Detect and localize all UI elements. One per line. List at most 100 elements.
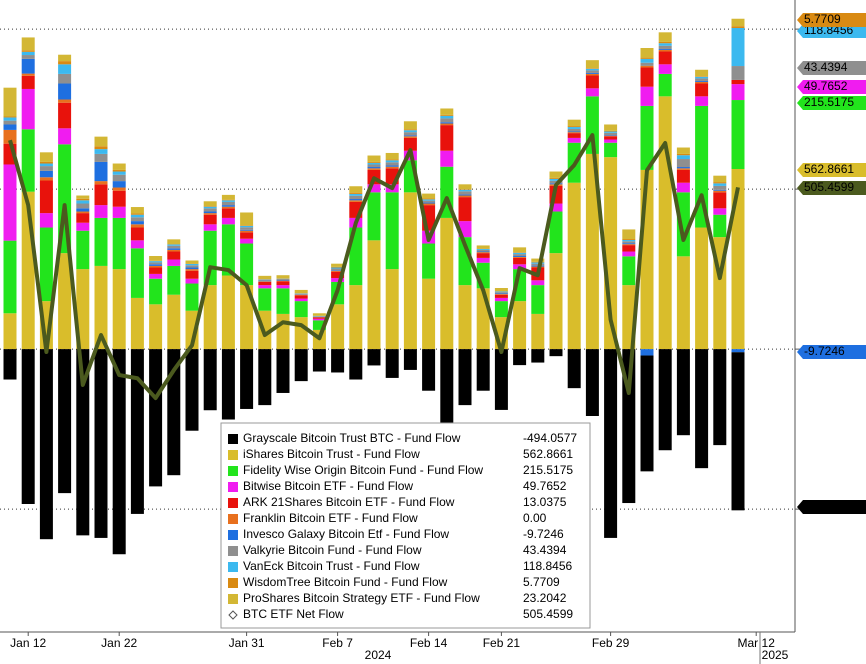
bar-segment xyxy=(240,243,254,286)
bar-segment xyxy=(276,285,290,289)
bar-segment xyxy=(713,192,727,209)
bar-segment xyxy=(658,45,672,49)
bar-segment xyxy=(604,132,618,136)
bar-segment xyxy=(676,159,690,168)
bar-segment xyxy=(167,248,181,250)
bar-segment xyxy=(640,355,654,472)
bar-segment xyxy=(3,164,17,241)
bar-segment xyxy=(494,292,508,294)
bar-segment xyxy=(185,264,199,266)
bar-segment xyxy=(367,164,381,168)
bar-segment xyxy=(203,230,217,286)
bar-segment xyxy=(240,225,254,228)
bar-segment xyxy=(167,245,181,249)
bar-segment xyxy=(658,41,672,44)
bar-segment xyxy=(658,73,672,97)
x-tick-label: Feb 7 xyxy=(322,636,353,650)
bar-segment xyxy=(258,285,272,289)
bar-segment xyxy=(130,297,144,350)
bar-segment xyxy=(422,202,436,204)
bar-segment xyxy=(458,189,472,192)
bar-segment xyxy=(567,137,581,143)
bar-segment xyxy=(458,197,472,222)
bar-segment xyxy=(21,37,35,51)
bar-segment xyxy=(185,265,199,268)
bar-segment xyxy=(585,68,599,71)
bar-segment xyxy=(549,178,563,181)
bar-segment xyxy=(276,349,290,393)
bar-segment xyxy=(294,301,308,318)
bar-segment xyxy=(695,81,709,84)
bar-segment xyxy=(713,182,727,184)
value-box-label: -9.7246 xyxy=(804,344,845,358)
bar-segment xyxy=(513,256,527,257)
bar-segment xyxy=(149,278,163,305)
bar-segment xyxy=(422,243,436,279)
bar-segment xyxy=(476,245,490,249)
bar-segment xyxy=(622,243,636,245)
legend-value: 215.5175 xyxy=(523,463,573,477)
bar-segment xyxy=(422,193,436,199)
bar-segment xyxy=(549,171,563,178)
bar-segment xyxy=(185,267,199,270)
bar-segment xyxy=(221,217,235,225)
bar-segment xyxy=(203,208,217,212)
bar-segment xyxy=(185,349,199,431)
bar-segment xyxy=(149,304,163,350)
bar-segment xyxy=(458,195,472,198)
bar-segment xyxy=(112,169,126,172)
bar-segment xyxy=(3,129,17,144)
bar-segment xyxy=(713,175,727,183)
bar-segment xyxy=(458,285,472,350)
bar-segment xyxy=(58,64,72,74)
bar-segment xyxy=(676,169,690,183)
bar-segment xyxy=(112,190,126,207)
bar-segment xyxy=(585,153,599,350)
bar-segment xyxy=(713,214,727,238)
year-label: 2025 xyxy=(762,648,789,662)
legend-marker xyxy=(228,498,238,508)
bar-segment xyxy=(567,127,581,129)
bar-segment xyxy=(385,152,399,160)
bar-segment xyxy=(349,195,363,200)
bar-segment xyxy=(440,349,454,433)
bar-segment xyxy=(167,244,181,246)
bar-segment xyxy=(695,105,709,228)
bar-segment xyxy=(640,349,654,356)
bar-segment xyxy=(385,269,399,350)
legend-marker xyxy=(228,562,238,572)
bar-segment xyxy=(167,349,181,476)
legend-value: 0.00 xyxy=(523,511,547,525)
bar-segment xyxy=(658,48,672,50)
bar-segment xyxy=(567,182,581,350)
bar-segment xyxy=(112,349,126,555)
bar-segment xyxy=(312,320,326,330)
value-box-label: 49.7652 xyxy=(804,79,848,93)
bar-segment xyxy=(58,61,72,65)
bar-segment xyxy=(76,198,90,201)
bar-segment xyxy=(476,349,490,391)
bar-segment xyxy=(622,241,636,244)
value-box xyxy=(797,24,866,38)
bar-segment xyxy=(167,265,181,295)
bar-segment xyxy=(258,349,272,406)
legend-marker xyxy=(228,482,238,492)
bar-segment xyxy=(403,132,417,136)
bar-segment xyxy=(94,265,108,350)
bar-segment xyxy=(476,252,490,254)
bar-segment xyxy=(112,174,126,182)
legend-value: 562.8661 xyxy=(523,447,573,461)
bar-segment xyxy=(185,270,199,279)
value-box-label: 562.8661 xyxy=(804,162,854,176)
bar-segment xyxy=(185,283,199,311)
bar-segment xyxy=(130,221,144,225)
bar-segment xyxy=(312,313,326,316)
bar-segment xyxy=(221,205,235,207)
bar-segment xyxy=(3,87,17,117)
bar-segment xyxy=(695,76,709,79)
bar-segment xyxy=(294,317,308,350)
legend-label: Franklin Bitcoin ETF - Fund Flow xyxy=(243,511,418,525)
bar-segment xyxy=(58,349,72,494)
bar-segment xyxy=(567,131,581,133)
bar-segment xyxy=(422,198,436,200)
